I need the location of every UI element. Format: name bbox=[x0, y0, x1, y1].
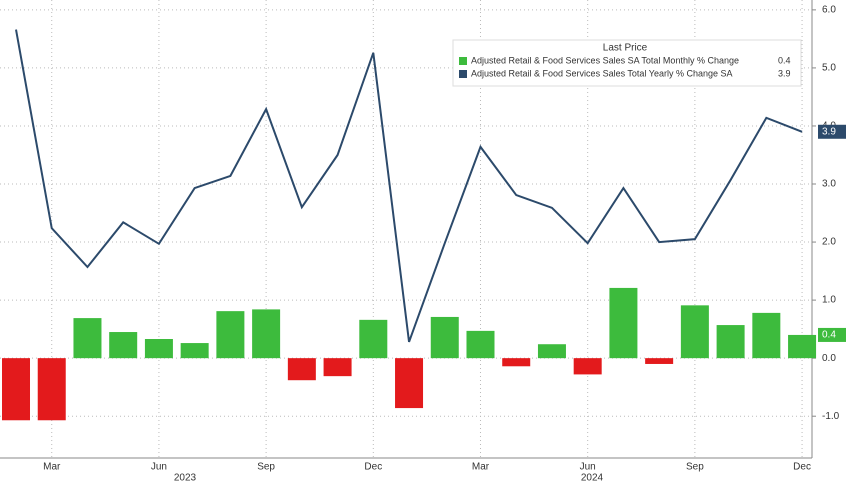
y-tick-label: -1.0 bbox=[822, 411, 840, 422]
bar bbox=[109, 332, 138, 359]
x-tick-label: Jun bbox=[580, 462, 596, 473]
y-tick-label: 0.0 bbox=[822, 353, 836, 364]
bar bbox=[752, 312, 781, 359]
bar bbox=[680, 305, 709, 359]
bar bbox=[2, 358, 31, 421]
value-tag-label: 0.4 bbox=[822, 330, 836, 341]
bar bbox=[323, 358, 352, 377]
value-tag bbox=[818, 327, 846, 342]
bar bbox=[502, 358, 531, 367]
x-tick-label: Jun bbox=[151, 462, 167, 473]
bar bbox=[430, 316, 459, 359]
y-tick-label: 5.0 bbox=[822, 63, 836, 74]
bar bbox=[716, 325, 745, 359]
value-tag-label: 3.9 bbox=[822, 126, 836, 137]
x-tick-label: Dec bbox=[793, 462, 811, 473]
x-tick-label: Mar bbox=[472, 462, 490, 473]
y-tick-label: 6.0 bbox=[822, 5, 836, 16]
legend-swatch bbox=[459, 57, 467, 65]
bar bbox=[287, 358, 316, 381]
x-group-label: 2024 bbox=[581, 473, 604, 484]
bar bbox=[73, 318, 102, 359]
bar bbox=[466, 330, 495, 359]
x-tick-label: Sep bbox=[257, 462, 275, 473]
value-tag bbox=[818, 124, 846, 139]
bar bbox=[645, 358, 674, 364]
legend-title: Last Price bbox=[603, 43, 648, 54]
y-tick-label: 2.0 bbox=[822, 237, 836, 248]
y-tick-label: 3.0 bbox=[822, 179, 836, 190]
bar bbox=[788, 334, 817, 359]
legend-swatch bbox=[459, 70, 467, 78]
legend-value: 3.9 bbox=[778, 68, 791, 78]
bar bbox=[537, 344, 566, 359]
legend-value: 0.4 bbox=[778, 55, 791, 65]
x-tick-label: Mar bbox=[43, 462, 61, 473]
legend-label: Adjusted Retail & Food Services Sales To… bbox=[471, 68, 732, 78]
legend-box bbox=[452, 39, 802, 87]
bar bbox=[252, 309, 281, 359]
x-group-label: 2023 bbox=[174, 473, 197, 484]
bar bbox=[359, 319, 388, 359]
bar bbox=[216, 311, 245, 359]
y-tick-label: 1.0 bbox=[822, 295, 836, 306]
x-tick-label: Dec bbox=[364, 462, 382, 473]
legend-label: Adjusted Retail & Food Services Sales SA… bbox=[471, 55, 739, 65]
x-tick-label: Sep bbox=[686, 462, 704, 473]
bar bbox=[573, 358, 602, 375]
bar bbox=[144, 339, 173, 359]
bar bbox=[37, 358, 66, 421]
bar bbox=[609, 287, 638, 359]
line bbox=[15, 29, 803, 343]
bar bbox=[180, 343, 209, 359]
bar bbox=[395, 358, 424, 409]
